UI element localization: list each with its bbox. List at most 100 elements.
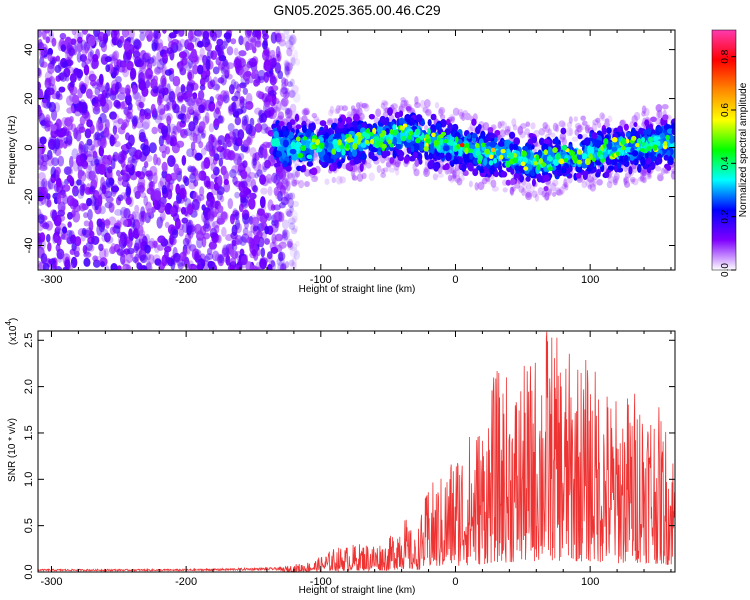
heatmap-cell (254, 40, 262, 48)
heatmap-cell (273, 130, 279, 139)
heatmap-cell (80, 39, 87, 51)
heatmap-cell (197, 40, 204, 48)
heatmap-cell (535, 154, 540, 161)
heatmap-cell (261, 161, 270, 171)
heatmap-cell (92, 255, 98, 262)
heatmap-cell (229, 168, 237, 179)
heatmap-cell (363, 104, 370, 112)
heatmap-cell (208, 181, 215, 190)
heatmap-cell (278, 241, 287, 249)
heatmap-cell (385, 150, 391, 157)
heatmap-cell (72, 180, 80, 189)
heatmap-cell (234, 191, 240, 199)
heatmap-cell (153, 240, 158, 249)
heatmap-cell (205, 253, 214, 261)
heatmap-cell (277, 70, 284, 80)
heatmap-cell (640, 137, 646, 143)
heatmap-cell (256, 247, 261, 257)
heatmap-cell (111, 51, 118, 62)
heatmap-cell (68, 47, 75, 57)
heatmap-cell (611, 136, 618, 143)
heatmap-cell (392, 124, 397, 131)
heatmap-cell (328, 164, 334, 172)
heatmap-cell (630, 127, 637, 137)
heatmap-cell (110, 242, 117, 254)
heatmap-cell (520, 161, 526, 167)
heatmap-cell (40, 179, 46, 188)
heatmap-cell (670, 170, 675, 180)
heatmap-cell (531, 136, 538, 144)
heatmap-cell (217, 234, 222, 244)
heatmap-cell (644, 119, 650, 127)
heatmap-cell (93, 133, 99, 141)
heatmap-cell (168, 123, 177, 134)
heatmap-cell (669, 135, 675, 144)
heatmap-cell (598, 154, 604, 160)
heatmap-cell (234, 90, 241, 100)
heatmap-cell (435, 123, 442, 131)
heatmap-cell (156, 85, 165, 94)
heatmap-cell (191, 48, 197, 58)
heatmap-cell (67, 211, 73, 220)
heatmap-cell (665, 134, 670, 141)
heatmap-cell (165, 101, 171, 111)
heatmap-cell (121, 65, 128, 74)
heatmap-cell (91, 102, 99, 111)
heatmap-cell (491, 185, 499, 192)
heatmap-cell (173, 163, 180, 175)
heatmap-cell (89, 194, 97, 207)
heatmap-cell (128, 228, 133, 240)
heatmap-cell (547, 166, 553, 171)
heatmap-cell (216, 216, 224, 225)
heatmap-cell (194, 251, 200, 263)
heatmap-cell (591, 132, 598, 140)
heatmap-cell (264, 225, 270, 235)
heatmap-cell (92, 150, 98, 159)
heatmap-cell (399, 125, 404, 131)
heatmap-cell (284, 108, 293, 120)
heatmap-cell (231, 224, 238, 236)
heatmap-cell (275, 150, 282, 158)
colorbar-tick-label: 0.6 (720, 103, 731, 117)
heatmap-cell (242, 227, 249, 236)
heatmap-cell (344, 144, 350, 149)
heatmap-cell (264, 104, 271, 112)
heatmap-cell (225, 138, 234, 147)
heatmap-cell (116, 265, 122, 270)
heatmap-cell (114, 81, 120, 94)
heatmap-cell (488, 154, 494, 159)
heatmap-cell (63, 137, 69, 144)
heatmap-cell (439, 152, 445, 159)
heatmap-cell (242, 160, 248, 168)
heatmap-cell (606, 127, 612, 134)
heatmap-cell (580, 115, 586, 121)
heatmap-cell (150, 103, 156, 116)
heatmap-cell (240, 105, 247, 114)
heatmap-cell (584, 124, 590, 134)
heatmap-cell (88, 70, 95, 79)
spectrogram-y-tick-label: 20 (23, 92, 35, 104)
svg-text:(x104): (x104) (4, 318, 19, 345)
heatmap-cell (508, 131, 516, 139)
heatmap-cell (230, 257, 237, 266)
heatmap-cell (140, 206, 146, 218)
heatmap-cell (217, 45, 224, 57)
heatmap-cell (553, 160, 559, 166)
heatmap-cell (146, 208, 153, 216)
heatmap-cell (341, 105, 348, 112)
heatmap-cell (105, 90, 113, 97)
heatmap-cell (110, 37, 116, 47)
heatmap-cell (84, 75, 90, 87)
heatmap-cell (368, 172, 375, 182)
heatmap-cell (507, 152, 514, 159)
heatmap-cell (275, 188, 280, 200)
heatmap-cell (85, 88, 93, 99)
heatmap-cell (260, 247, 266, 258)
heatmap-cell (285, 109, 291, 115)
heatmap-cell (216, 190, 223, 201)
heatmap-cell (70, 123, 77, 133)
heatmap-cell (72, 211, 81, 223)
heatmap-cell (190, 141, 196, 151)
heatmap-cell (285, 180, 291, 192)
heatmap-cell (249, 192, 257, 200)
